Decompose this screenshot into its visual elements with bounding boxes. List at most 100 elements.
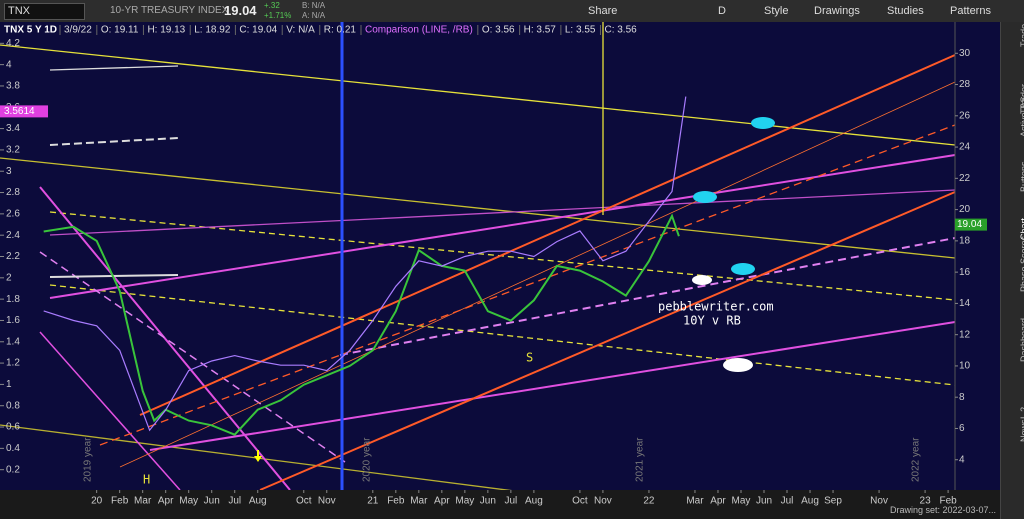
sidebar-tab[interactable]: News: [1019, 419, 1024, 442]
legend-field: C: 19.04: [239, 25, 277, 36]
y-tick-label: 0.4: [6, 443, 20, 454]
y2-tick-label: 18: [959, 236, 971, 247]
toolbar-button[interactable]: Patterns: [950, 5, 991, 17]
legend-field: O: 3.56: [482, 25, 515, 36]
y-tick-label: 2.4: [6, 230, 20, 241]
y-tick-label: 0.6: [6, 422, 20, 433]
x-tick-label: Jul: [504, 496, 517, 507]
x-tick-label: May: [732, 496, 751, 507]
sidebar-tab[interactable]: Buttons: [1019, 161, 1024, 192]
legend-field: Comparison (LINE, /RB): [365, 25, 473, 36]
x-tick-label: Jun: [480, 496, 496, 507]
y2-tick-label: 20: [959, 204, 971, 215]
year-marker: 2021 year: [635, 437, 646, 482]
toolbar-button[interactable]: Studies: [887, 5, 924, 17]
y2-tick-label: 8: [959, 392, 965, 403]
y-tick-label: 2.2: [6, 251, 20, 262]
sidebar-tab[interactable]: Trade: [1019, 23, 1024, 47]
x-tick-label: 22: [643, 496, 655, 507]
x-tick-label: Apr: [434, 496, 450, 507]
y-tick-label: 2.8: [6, 187, 20, 198]
legend-field: L: 3.55: [565, 25, 596, 36]
legend-study: TNX 5 Y 1D: [4, 25, 57, 36]
x-tick-label: Mar: [686, 496, 704, 507]
legend-field: H: 3.57: [524, 25, 557, 36]
y2-tick-label: 22: [959, 173, 971, 184]
x-tick-label: May: [179, 496, 198, 507]
x-tick-label: Jul: [228, 496, 241, 507]
trend-lines: [0, 22, 956, 503]
sidebar: Trade T&S Active Trader Buttons Chart Phase S…: [1000, 22, 1024, 519]
y2-tick-label: 26: [959, 110, 971, 121]
y-tick-label: 3.8: [6, 81, 20, 92]
bid: B: N/A: [302, 1, 326, 10]
annotation: S: [526, 351, 533, 365]
y-tick-label: 2.6: [6, 209, 20, 220]
toolbar-button[interactable]: Style: [764, 5, 789, 17]
legend-field: L: 18.92: [194, 25, 231, 36]
y2-tick-label: 10: [959, 361, 971, 372]
x-tick-label: Nov: [594, 496, 612, 507]
y-tick-label: 1.4: [6, 336, 20, 347]
ask: A: N/A: [302, 11, 326, 20]
year-marker: 2019 year: [83, 437, 94, 482]
series-line: [43, 96, 687, 432]
x-tick-label: 21: [367, 496, 379, 507]
x-tick-label: Aug: [801, 496, 819, 507]
price-tag-label: 3.5614: [4, 106, 35, 117]
chart: TNX 5 Y 1D 3/9/22 O: 19.11 H: 19.13 L: 18.9…: [0, 22, 1000, 519]
y2-tick-label: 6: [959, 423, 965, 434]
change-pct: +1.71%: [264, 11, 292, 20]
legend-field: V: N/A: [286, 25, 315, 36]
x-tick-label: Jun: [204, 496, 220, 507]
y-tick-label: 4.2: [6, 38, 20, 49]
x-tick-label: Jul: [781, 496, 794, 507]
description: 10-YR TREASURY INDEX: [110, 5, 229, 16]
annotation: pebblewriter.com: [658, 300, 774, 314]
x-tick-label: Feb: [939, 496, 957, 507]
x-tick-label: Apr: [710, 496, 726, 507]
x-axis-background: [0, 490, 1000, 519]
y-tick-label: 0.8: [6, 400, 20, 411]
y-tick-label: 3.4: [6, 123, 20, 134]
x-tick-label: Aug: [525, 496, 543, 507]
toolbar: TNX 10-YR TREASURY INDEX 19.04 +.32 +1.7…: [0, 0, 1024, 23]
annotation: 10Y v RB: [683, 314, 741, 328]
sidebar-tab[interactable]: Phase Scores: [1019, 235, 1024, 292]
price-tag-label: 19.04: [957, 219, 982, 230]
y2-tick-label: 28: [959, 79, 971, 90]
y-tick-label: 3: [6, 166, 12, 177]
y-tick-label: 4: [6, 59, 12, 70]
toolbar-button[interactable]: Drawings: [814, 5, 860, 17]
legend-field: R: 0.21: [324, 25, 357, 36]
legend-field: 3/9/22: [64, 25, 92, 36]
y2-tick-label: 16: [959, 267, 971, 278]
symbol-input[interactable]: TNX: [4, 3, 85, 20]
year-marker: 2020 year: [362, 437, 373, 482]
change: +.32: [264, 1, 280, 10]
x-tick-label: Aug: [249, 496, 267, 507]
y2-tick-label: 30: [959, 48, 971, 59]
x-tick-label: Apr: [158, 496, 174, 507]
y-tick-label: 3.2: [6, 145, 20, 156]
price-tag: [0, 105, 48, 118]
sidebar-tab[interactable]: Dashboard: [1019, 317, 1024, 362]
legend-field: O: 19.11: [101, 25, 139, 36]
last-price: 19.04: [224, 3, 257, 18]
legend-field: C: 3.56: [604, 25, 637, 36]
y2-tick-label: 4: [959, 454, 965, 465]
x-tick-label: Mar: [134, 496, 152, 507]
legend-field: H: 19.13: [147, 25, 185, 36]
sidebar-tab[interactable]: L 2: [1019, 407, 1024, 419]
y-tick-label: 1: [6, 379, 12, 390]
sidebar-tab[interactable]: Active Trader: [1019, 83, 1024, 137]
x-tick-label: Jun: [756, 496, 772, 507]
x-tick-label: Mar: [410, 496, 428, 507]
price-tag: [955, 218, 987, 231]
toolbar-button[interactable]: Share: [588, 5, 618, 17]
toolbar-button[interactable]: D: [718, 5, 726, 17]
y-tick-label: 2: [6, 272, 12, 283]
x-tick-label: Feb: [387, 496, 405, 507]
right-axis-background: [955, 22, 1000, 490]
